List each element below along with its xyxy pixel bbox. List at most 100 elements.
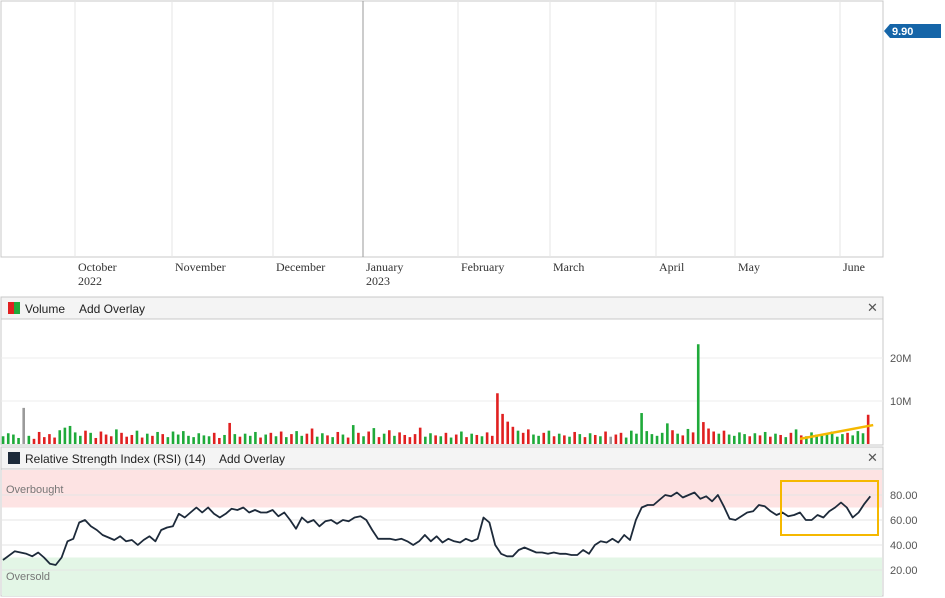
volume-bar bbox=[351, 425, 355, 444]
volume-bar bbox=[202, 435, 206, 444]
volume-bar bbox=[614, 434, 618, 444]
volume-bar bbox=[68, 425, 72, 444]
volume-bar bbox=[434, 435, 437, 444]
volume-bar bbox=[465, 437, 468, 444]
volume-bar bbox=[259, 437, 262, 444]
volume-bar bbox=[58, 430, 62, 444]
volume-bar bbox=[552, 436, 556, 444]
volume-bar bbox=[248, 435, 252, 444]
volume-bar bbox=[666, 423, 669, 444]
rsi-highlight-box bbox=[780, 480, 879, 536]
month-label: October bbox=[78, 260, 117, 274]
volume-axis: 20M 10M bbox=[890, 353, 911, 408]
volume-bar bbox=[295, 431, 298, 444]
volume-bar bbox=[228, 422, 231, 444]
volume-bar bbox=[490, 435, 494, 444]
volume-bar bbox=[815, 434, 818, 444]
volume-bar bbox=[99, 431, 103, 444]
volume-bar bbox=[573, 431, 576, 444]
year-label: 2022 bbox=[78, 274, 102, 288]
volume-bar bbox=[810, 432, 813, 444]
volume-bar bbox=[645, 431, 649, 444]
volume-bar bbox=[73, 432, 77, 444]
volume-bar bbox=[341, 434, 345, 444]
volume-bar bbox=[671, 430, 674, 444]
volume-bar bbox=[527, 429, 530, 444]
volume-close-icon[interactable]: ✕ bbox=[867, 301, 878, 316]
volume-bar bbox=[460, 431, 463, 444]
volume-bar bbox=[393, 435, 396, 444]
volume-bar bbox=[547, 430, 551, 444]
volume-bar bbox=[650, 434, 654, 444]
volume-bar bbox=[753, 433, 757, 444]
oversold-zone bbox=[2, 557, 882, 596]
volume-bar bbox=[79, 435, 82, 444]
volume-bar bbox=[197, 433, 201, 444]
rsi-add-overlay[interactable]: Add Overlay bbox=[219, 452, 285, 466]
volume-bar bbox=[542, 432, 546, 444]
volume-bar bbox=[109, 436, 113, 444]
volume-bar bbox=[243, 433, 247, 444]
volume-legend-icon-green bbox=[14, 302, 20, 314]
volume-bar bbox=[264, 434, 268, 444]
volume-bar bbox=[125, 436, 128, 444]
volume-bar bbox=[712, 431, 715, 444]
volume-bar bbox=[763, 431, 767, 444]
last-price-tag: 9.90 bbox=[884, 24, 941, 38]
volume-bar bbox=[135, 430, 139, 444]
volume-legend-icon bbox=[8, 302, 14, 314]
volume-bar bbox=[238, 436, 242, 444]
volume-panel bbox=[0, 318, 884, 446]
volume-bar bbox=[537, 435, 540, 444]
volume-bar bbox=[866, 414, 870, 444]
volume-bar bbox=[187, 435, 190, 444]
volume-bar bbox=[223, 434, 226, 444]
volume-bar bbox=[156, 431, 159, 444]
volume-bar bbox=[702, 422, 705, 444]
volume-bar bbox=[856, 431, 860, 444]
volume-bar bbox=[506, 421, 510, 444]
volume-bar bbox=[784, 437, 788, 444]
volume-bar bbox=[568, 436, 571, 444]
volume-bar bbox=[269, 432, 273, 444]
volume-bar bbox=[485, 432, 489, 444]
year-label: 2023 bbox=[366, 274, 390, 288]
volume-bar bbox=[161, 434, 165, 444]
volume-bar bbox=[372, 428, 376, 444]
volume-bar bbox=[207, 436, 211, 444]
volume-bar bbox=[851, 435, 855, 444]
volume-bar bbox=[475, 434, 479, 444]
volume-add-overlay[interactable]: Add Overlay bbox=[79, 302, 145, 316]
volume-bar bbox=[120, 432, 123, 444]
volume-bar bbox=[212, 432, 216, 444]
volume-bar bbox=[846, 432, 849, 444]
volume-bar bbox=[717, 433, 721, 444]
volume-bar bbox=[604, 431, 607, 444]
volume-bar bbox=[429, 433, 432, 444]
volume-bar bbox=[32, 438, 36, 444]
volume-bar bbox=[413, 434, 417, 444]
volume-bar bbox=[588, 433, 592, 444]
volume-bar bbox=[769, 436, 772, 444]
volume-bar bbox=[722, 430, 726, 444]
volume-bar bbox=[218, 437, 221, 444]
volume-bar bbox=[480, 436, 484, 444]
volume-bar bbox=[1, 436, 5, 444]
volume-bar bbox=[94, 437, 98, 444]
volume-bar bbox=[825, 433, 829, 444]
volume-bar bbox=[805, 436, 808, 444]
volume-bar bbox=[17, 437, 20, 444]
rsi-zones bbox=[2, 470, 882, 596]
volume-bar bbox=[835, 436, 839, 444]
volume-bar bbox=[151, 435, 154, 444]
volume-bar bbox=[346, 437, 350, 444]
volume-bar bbox=[758, 435, 762, 444]
volume-bar bbox=[182, 431, 185, 444]
volume-bar bbox=[454, 434, 458, 444]
volume-bar bbox=[274, 436, 278, 444]
volume-bar bbox=[305, 433, 309, 444]
rsi-close-icon[interactable]: ✕ bbox=[867, 451, 878, 466]
volume-bar bbox=[403, 434, 407, 444]
volume-bar bbox=[84, 430, 87, 444]
volume-bars bbox=[1, 344, 874, 444]
